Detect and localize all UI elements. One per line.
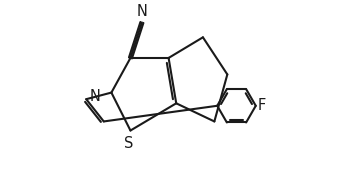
Text: N: N [90, 89, 101, 104]
Text: F: F [258, 98, 266, 113]
Text: S: S [124, 136, 134, 151]
Text: N: N [137, 4, 147, 19]
